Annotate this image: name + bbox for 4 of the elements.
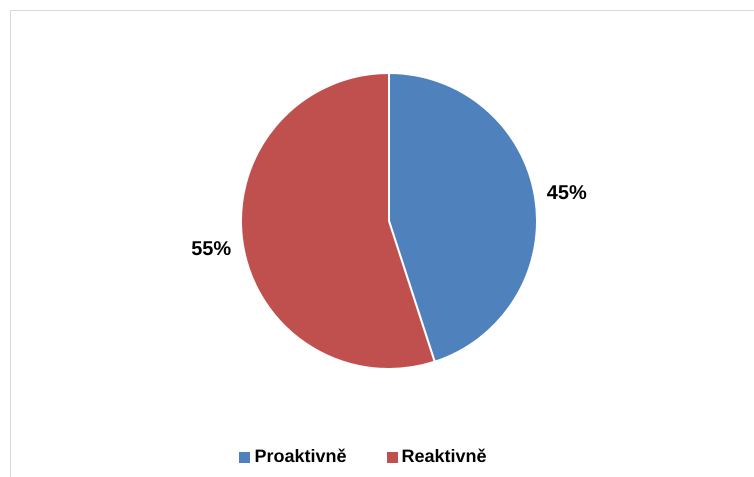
data-label: 55% xyxy=(191,238,232,260)
legend-label: Reaktivně xyxy=(402,446,487,466)
legend-label: Proaktivně xyxy=(254,446,346,466)
data-label: 45% xyxy=(546,182,588,204)
